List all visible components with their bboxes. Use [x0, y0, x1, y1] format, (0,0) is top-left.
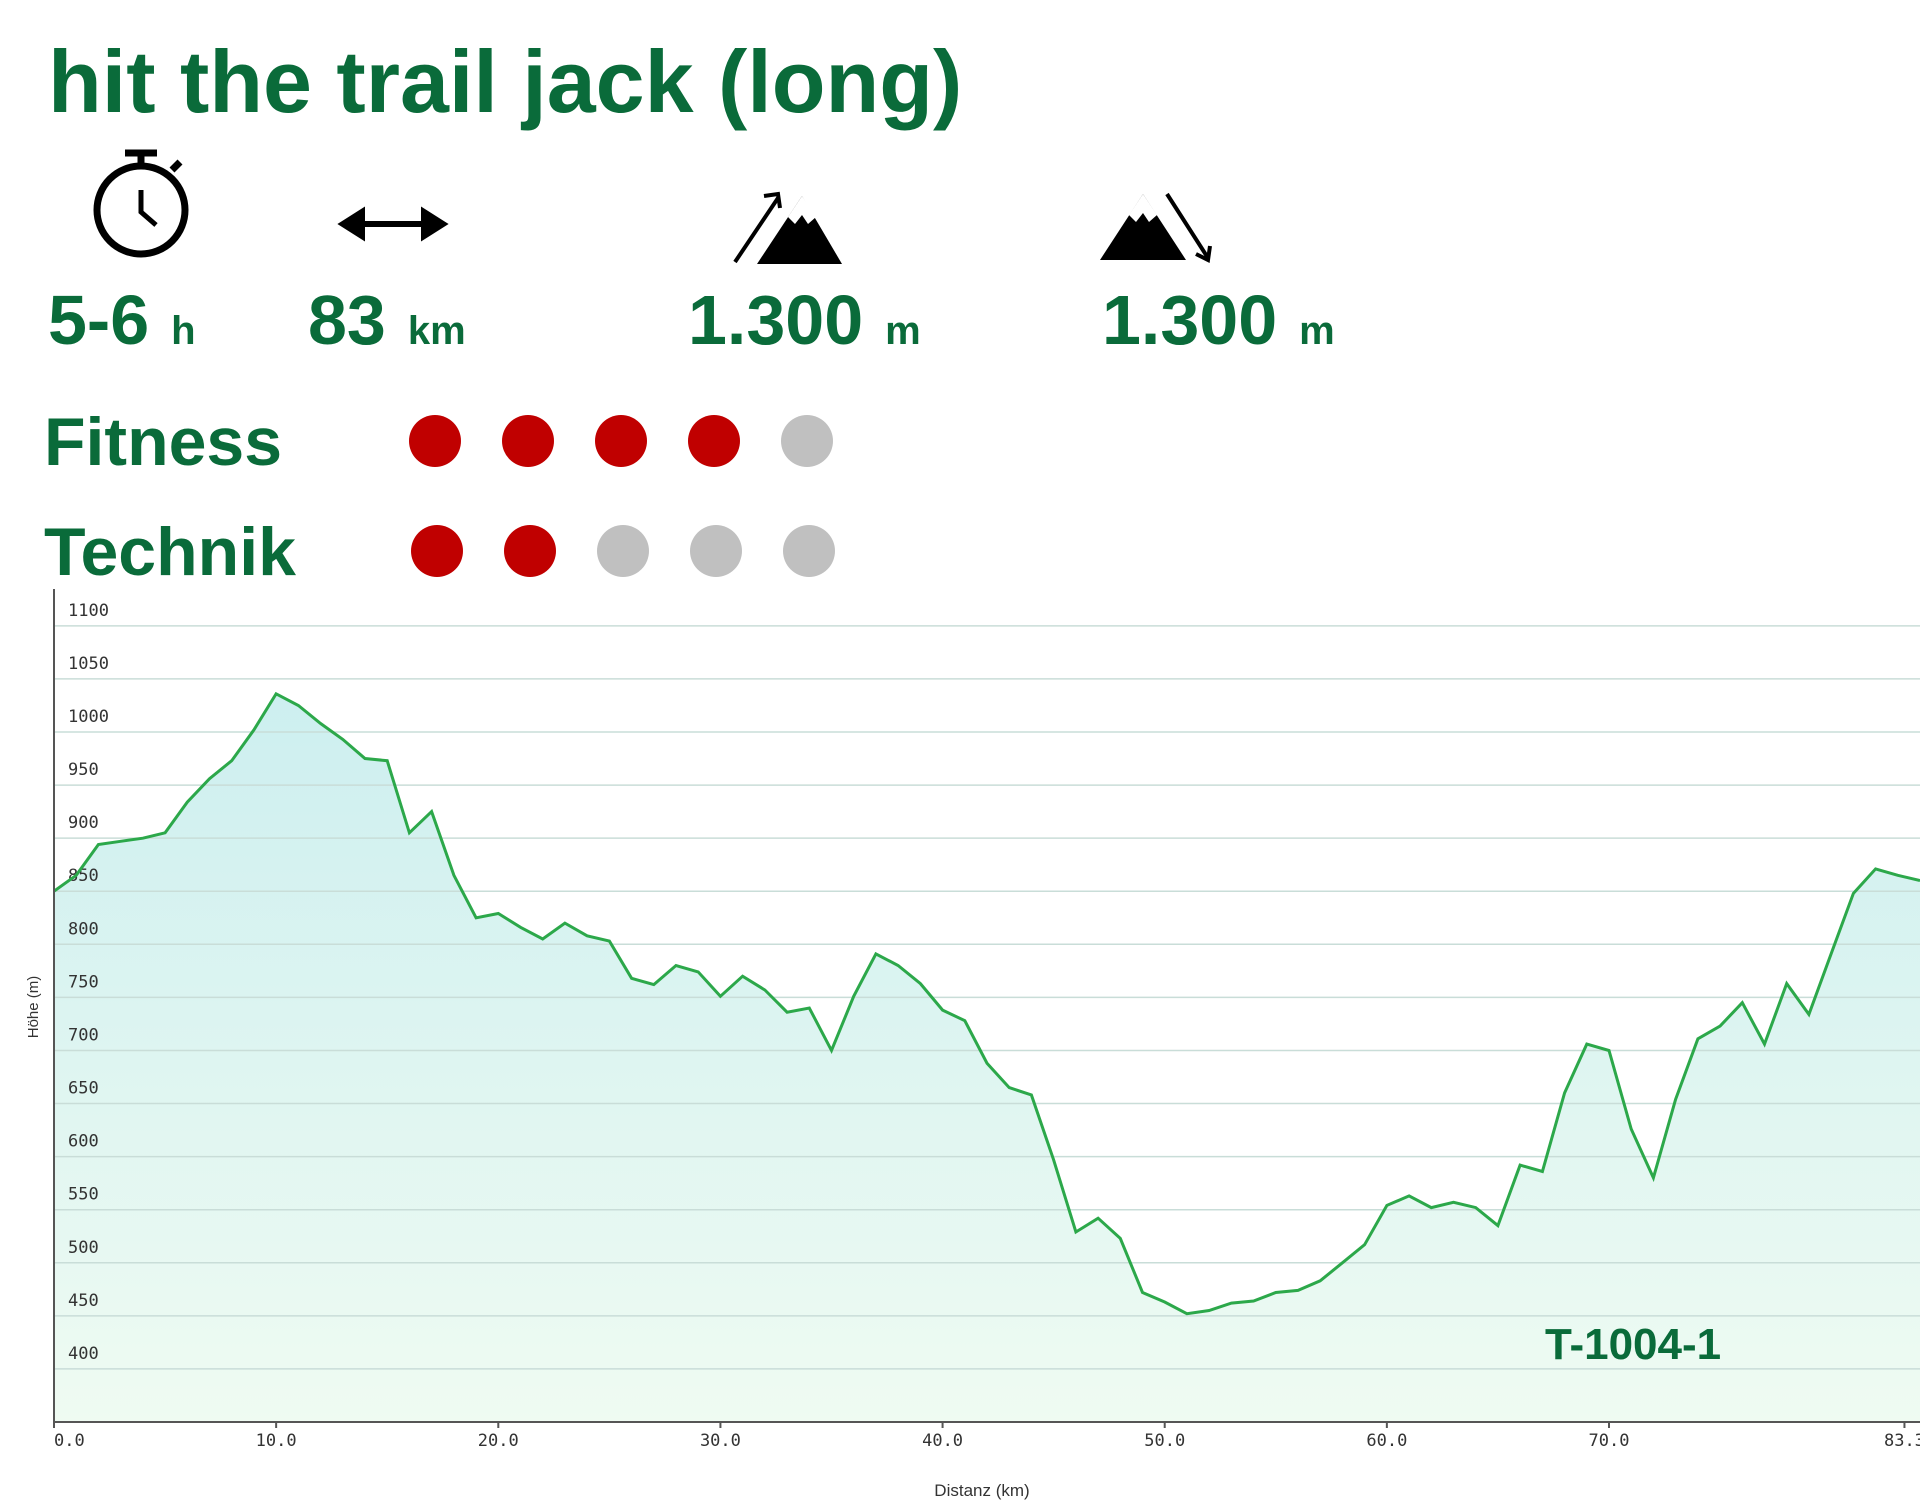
x-tick-label: 60.0 [1366, 1431, 1407, 1451]
y-tick-label: 1100 [68, 601, 109, 621]
x-tick-label: 83.3 [1884, 1431, 1920, 1451]
rating-dot [411, 525, 463, 577]
x-tick-label: 40.0 [922, 1431, 963, 1451]
y-tick-label: 450 [68, 1291, 99, 1311]
y-tick-label: 1050 [68, 654, 109, 674]
stat-unit: m [1299, 309, 1335, 353]
stat: 1.300 m [688, 281, 921, 359]
rating-dot [688, 415, 740, 467]
stat-unit: km [408, 309, 466, 353]
elevation-line [53, 691, 1920, 1316]
stat-value: 83 [308, 281, 386, 359]
y-tick-label: 500 [68, 1238, 99, 1258]
rating-dot [595, 415, 647, 467]
ascent-icon [733, 191, 842, 264]
rating-dot [781, 415, 833, 467]
area-fill [54, 693, 1920, 1422]
rating-dot [690, 525, 742, 577]
route-code: T-1004-1 [1545, 1320, 1721, 1369]
y-tick-label: 700 [68, 1025, 99, 1045]
x-tick-label: 70.0 [1589, 1431, 1630, 1451]
y-tick-label: 600 [68, 1132, 99, 1152]
rating-dot [502, 415, 554, 467]
y-tick-label: 850 [68, 866, 99, 886]
stat: 5-6 h [48, 281, 196, 359]
x-tick-label: 30.0 [700, 1431, 741, 1451]
stat-unit: h [171, 309, 195, 353]
y-tick-label: 800 [68, 919, 99, 939]
y-tick-label: 550 [68, 1185, 99, 1205]
stat-unit: m [885, 309, 921, 353]
y-tick-label: 750 [68, 972, 99, 992]
rating-label: Fitness [44, 404, 282, 480]
stopwatch-icon [93, 149, 189, 258]
y-tick-label: 900 [68, 813, 99, 833]
stat: 1.300 m [1102, 281, 1335, 359]
y-tick-label: 650 [68, 1079, 99, 1099]
rating-dot [409, 415, 461, 467]
y-axis-label: Höhe (m) [25, 976, 42, 1039]
rating-label: Technik [44, 514, 296, 590]
x-tick-label: 20.0 [478, 1431, 519, 1451]
x-axis-label: Distanz (km) [934, 1481, 1029, 1500]
stat-value: 1.300 [688, 281, 863, 359]
y-tick-label: 1000 [68, 707, 109, 727]
stat-value: 5-6 [48, 281, 149, 359]
distance-icon [337, 206, 449, 242]
rating-dot [783, 525, 835, 577]
x-tick-label: 0.0 [54, 1431, 85, 1451]
title: hit the trail jack (long) [48, 32, 962, 131]
stat-value: 1.300 [1102, 281, 1277, 359]
rating-dot [504, 525, 556, 577]
rating-dot [597, 525, 649, 577]
y-tick-label: 400 [68, 1344, 99, 1364]
x-tick-label: 50.0 [1144, 1431, 1185, 1451]
stat: 83 km [308, 281, 466, 359]
x-tick-label: 10.0 [256, 1431, 297, 1451]
descent-icon [1100, 192, 1212, 264]
y-tick-label: 950 [68, 760, 99, 780]
